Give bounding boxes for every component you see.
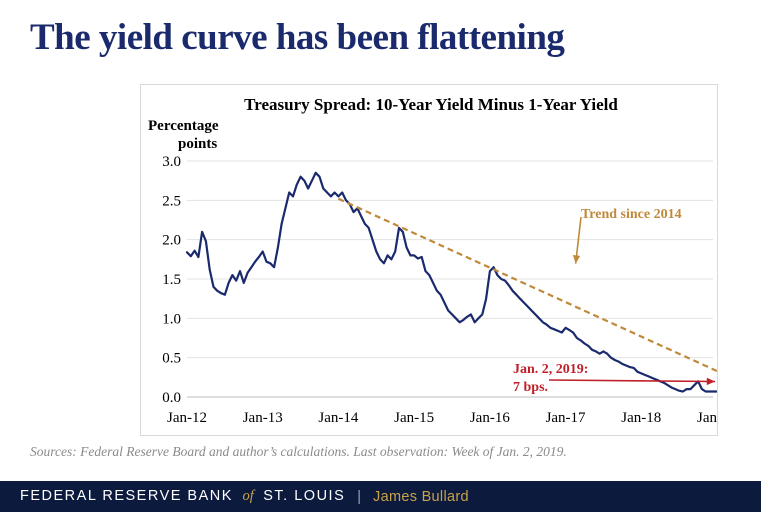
y-axis-label-line-2: points [178, 136, 217, 152]
y-tick-label: 1.5 [162, 272, 181, 288]
trend-arrow-head [572, 255, 581, 264]
chart-container: Treasury Spread: 10-Year Yield Minus 1-Y… [140, 84, 718, 436]
trend-line [337, 197, 717, 373]
footer-bar: FEDERAL RESERVE BANK of ST. LOUIS | Jame… [0, 481, 761, 512]
footer-speaker: James Bullard [373, 488, 469, 505]
x-tick-label: Jan-12 [167, 410, 207, 426]
last-observation-arrow-head [706, 377, 715, 386]
y-tick-labels: 0.0 0.5 1.0 1.5 2.0 2.5 3.0 [162, 154, 181, 406]
x-tick-label: Jan-18 [621, 410, 661, 426]
x-tick-label: Jan-16 [470, 410, 510, 426]
x-tick-label: Jan-19 [697, 410, 717, 426]
series-layer [185, 171, 717, 393]
y-tick-label: 0.0 [162, 390, 181, 406]
footer-org-part1: FEDERAL RESERVE BANK [20, 488, 233, 504]
x-tick-label: Jan-14 [318, 410, 358, 426]
x-tick-label: Jan-15 [394, 410, 434, 426]
annotations: Trend since 2014 Jan. 2, 2019: 7 bps. [513, 207, 716, 395]
y-tick-label: 0.5 [162, 351, 181, 367]
series-line-spread [185, 171, 717, 393]
y-axis-label-line-1: Percentage [148, 118, 219, 134]
footer-org: FEDERAL RESERVE BANK of ST. LOUIS [20, 488, 345, 505]
gridlines [187, 160, 713, 398]
x-tick-label: Jan-17 [546, 410, 586, 426]
last-observation-annotation-line-2: 7 bps. [513, 380, 548, 395]
y-tick-label: 2.5 [162, 193, 181, 209]
slide-title: The yield curve has been flattening [30, 17, 565, 58]
last-observation-annotation-line-1: Jan. 2, 2019: [513, 362, 588, 377]
chart-title: Treasury Spread: 10-Year Yield Minus 1-Y… [244, 95, 618, 114]
y-tick-label: 3.0 [162, 154, 181, 170]
last-observation-arrow [548, 379, 716, 383]
y-tick-label: 1.0 [162, 311, 181, 327]
footer-org-of: of [242, 488, 254, 504]
x-tick-label: Jan-13 [243, 410, 283, 426]
sources-note: Sources: Federal Reserve Board and autho… [30, 444, 567, 459]
x-tick-labels: Jan-12 Jan-13 Jan-14 Jan-15 Jan-16 Jan-17 Jan-… [167, 410, 717, 426]
trend-annotation: Trend since 2014 [581, 207, 682, 222]
footer-separator: | [357, 488, 362, 505]
spread-chart: Treasury Spread: 10-Year Yield Minus 1-Y… [148, 95, 717, 426]
y-tick-label: 2.0 [162, 233, 181, 249]
footer-org-part2: ST. LOUIS [263, 488, 346, 504]
